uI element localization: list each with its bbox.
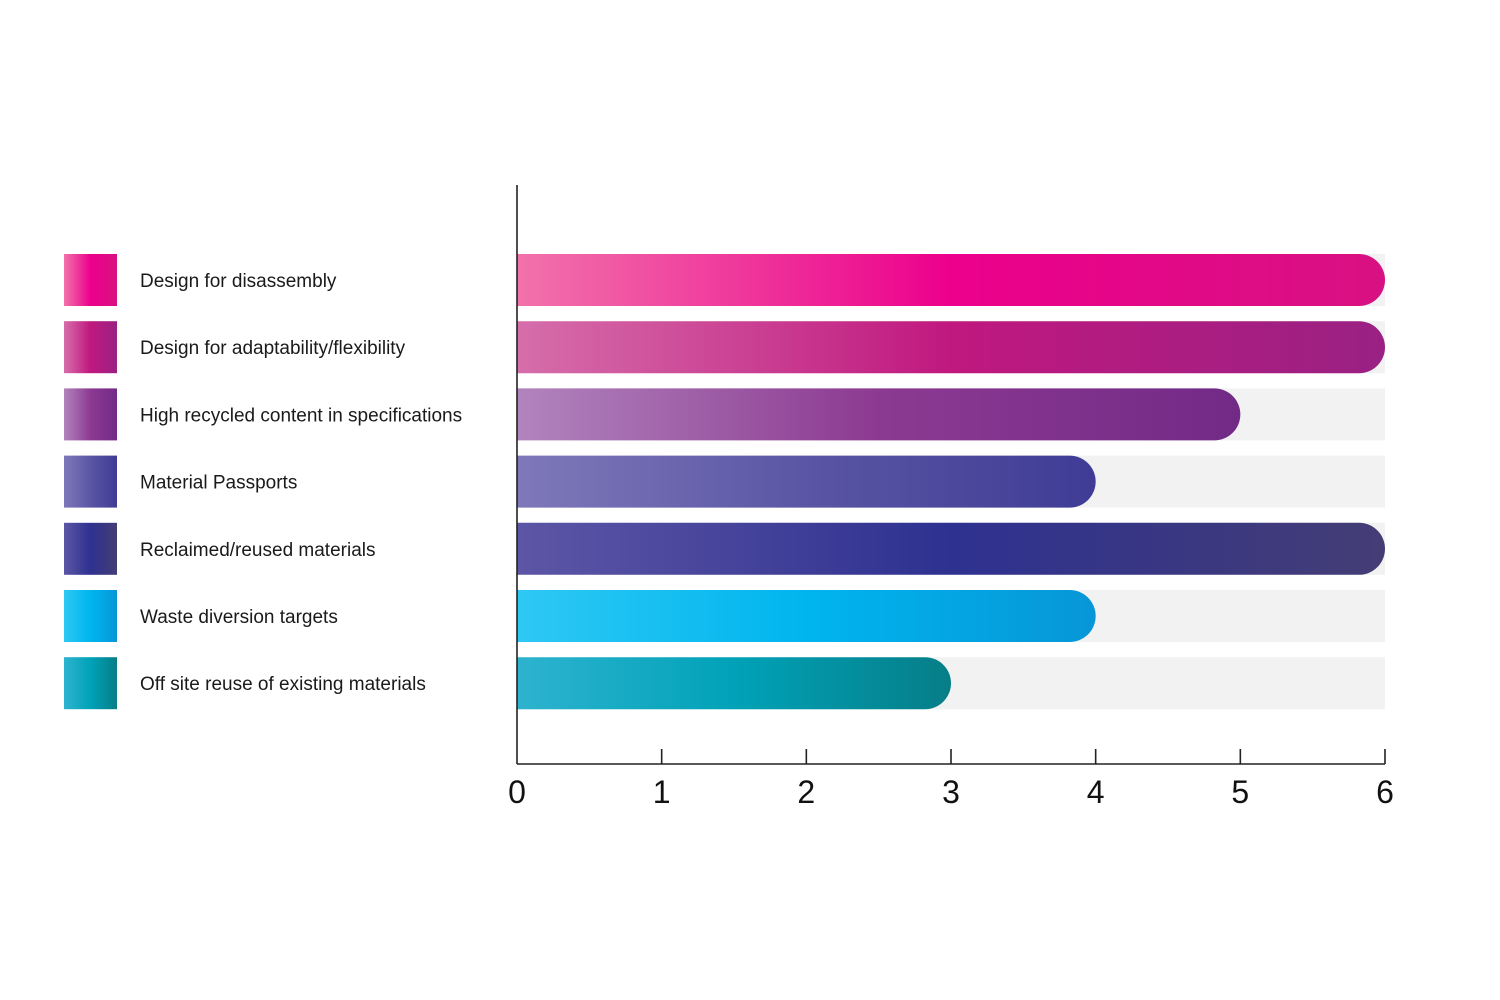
legend-label: Design for adaptability/flexibility bbox=[140, 338, 406, 359]
legend-label: Material Passports bbox=[140, 473, 297, 494]
bars bbox=[517, 254, 1385, 710]
x-tick-label: 1 bbox=[653, 774, 671, 810]
x-tick-label: 5 bbox=[1231, 774, 1249, 810]
legend-swatch bbox=[64, 388, 117, 441]
bar bbox=[517, 388, 1241, 441]
legend-label: Waste diversion targets bbox=[140, 607, 338, 628]
x-tick-label: 6 bbox=[1376, 774, 1394, 810]
bar bbox=[517, 522, 1385, 575]
bar bbox=[517, 254, 1385, 306]
legend-swatch bbox=[64, 321, 117, 374]
legend-label: Reclaimed/reused materials bbox=[140, 540, 376, 561]
axes: 0 1 2 3 4 5 6 bbox=[508, 185, 1394, 810]
bar bbox=[517, 657, 951, 710]
bar bbox=[517, 590, 1096, 642]
legend-swatch bbox=[64, 455, 117, 508]
legend-label: Design for disassembly bbox=[140, 271, 337, 292]
legend-swatch bbox=[64, 590, 117, 642]
bar bbox=[517, 321, 1385, 374]
legend: Design for disassembly Design for adaptab… bbox=[64, 254, 462, 710]
legend-label: High recycled content in specifications bbox=[140, 405, 462, 426]
legend-swatch bbox=[64, 522, 117, 575]
legend-label: Off site reuse of existing materials bbox=[140, 674, 426, 695]
x-tick-label: 0 bbox=[508, 774, 526, 810]
legend-swatch bbox=[64, 254, 117, 306]
x-tick-label: 3 bbox=[942, 774, 960, 810]
x-tick-label: 4 bbox=[1087, 774, 1105, 810]
x-tick-label: 2 bbox=[797, 774, 815, 810]
bar bbox=[517, 455, 1096, 508]
legend-swatch bbox=[64, 657, 117, 710]
